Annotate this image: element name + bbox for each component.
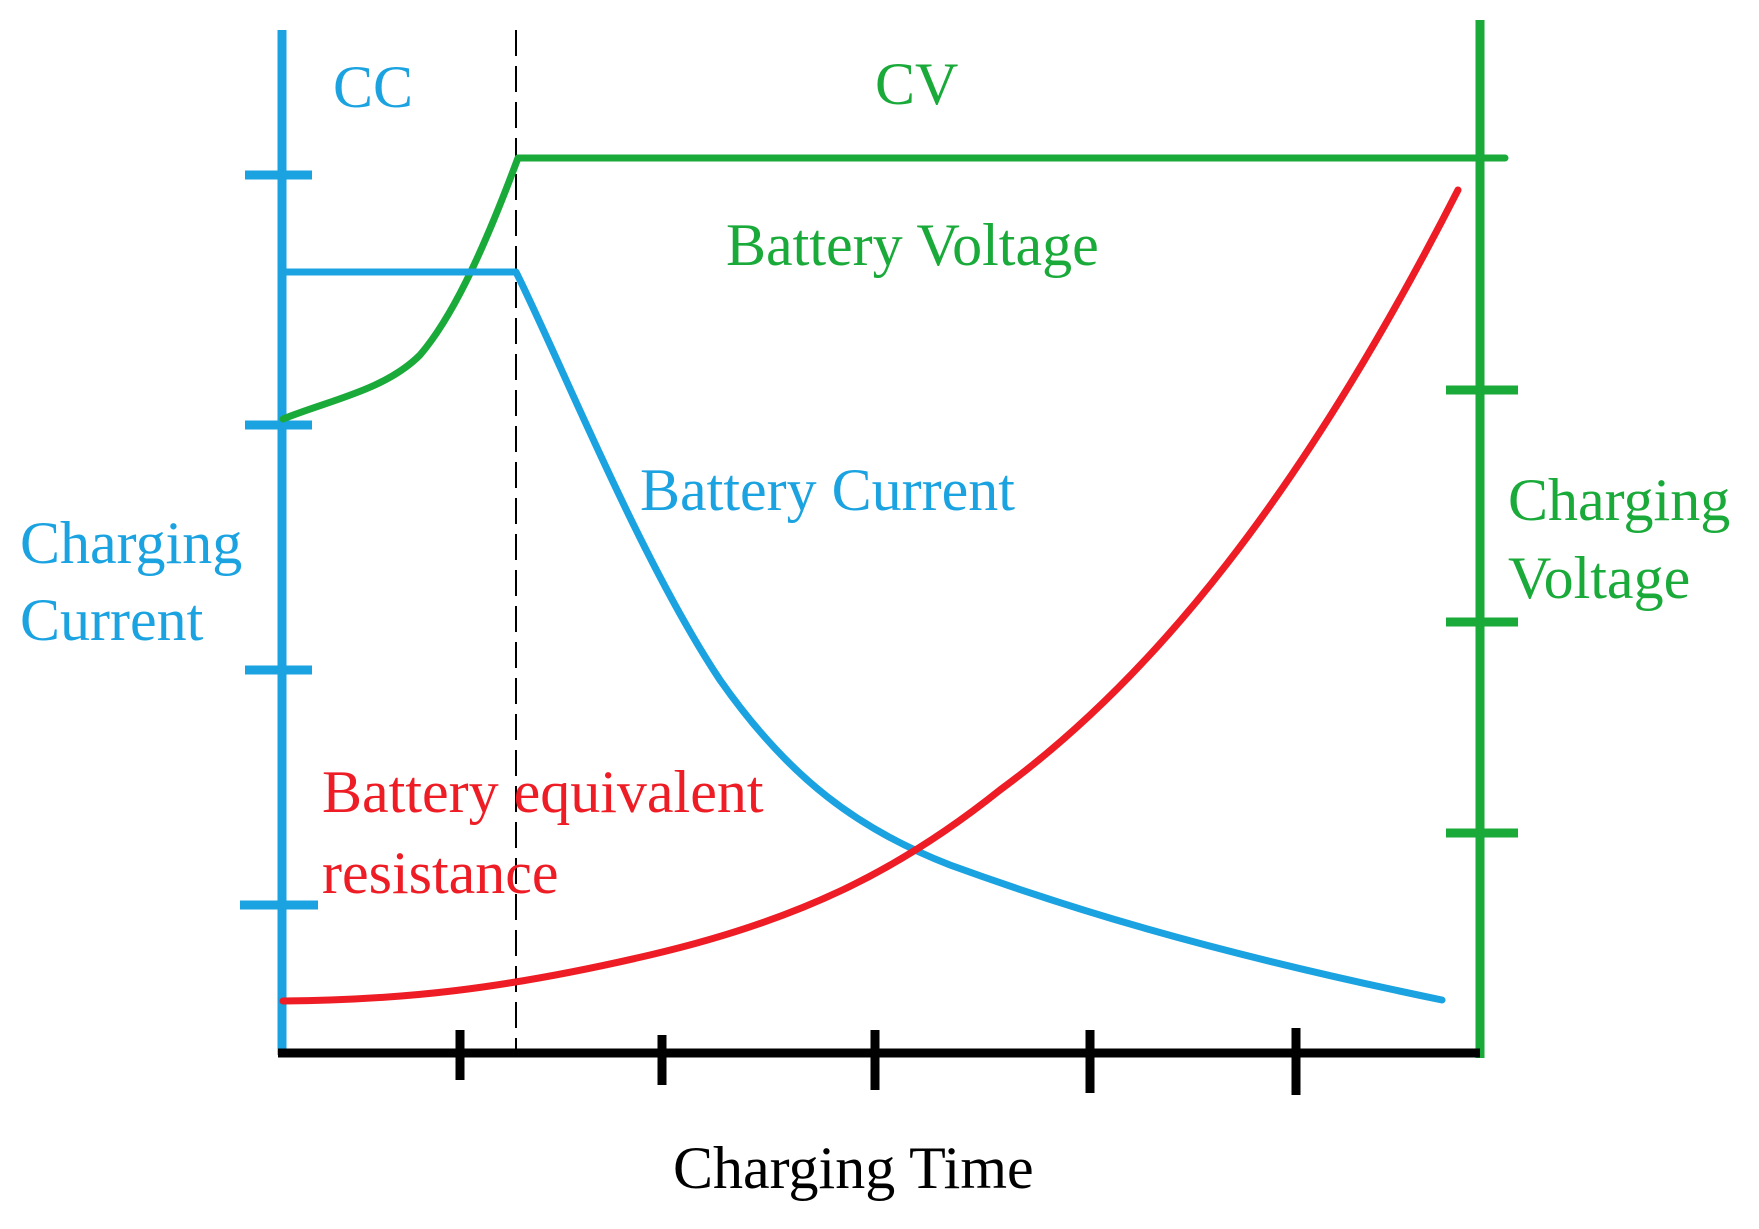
battery-voltage-curve [279,154,1509,423]
battery-current-curve [279,268,1446,1004]
voltage-axis [1446,20,1518,1058]
voltage-axis-label-line1: Charging [1508,467,1730,533]
time-axis [278,1028,1480,1095]
resistance-label-line2: resistance [322,840,559,906]
resistance-curve [279,186,1462,1005]
cv-phase-label: CV [875,51,958,117]
cc-phase-label: CC [333,54,413,120]
battery-voltage-label: Battery Voltage [726,212,1099,278]
battery-current-label: Battery Current [640,457,1015,523]
current-axis-label-line2: Current [20,587,204,653]
time-axis-label: Charging Time [673,1135,1034,1201]
voltage-axis-label-line2: Voltage [1508,545,1690,611]
resistance-label-line1: Battery equivalent [322,759,764,825]
current-axis [240,30,318,1055]
current-axis-label-line1: Charging [20,510,242,576]
